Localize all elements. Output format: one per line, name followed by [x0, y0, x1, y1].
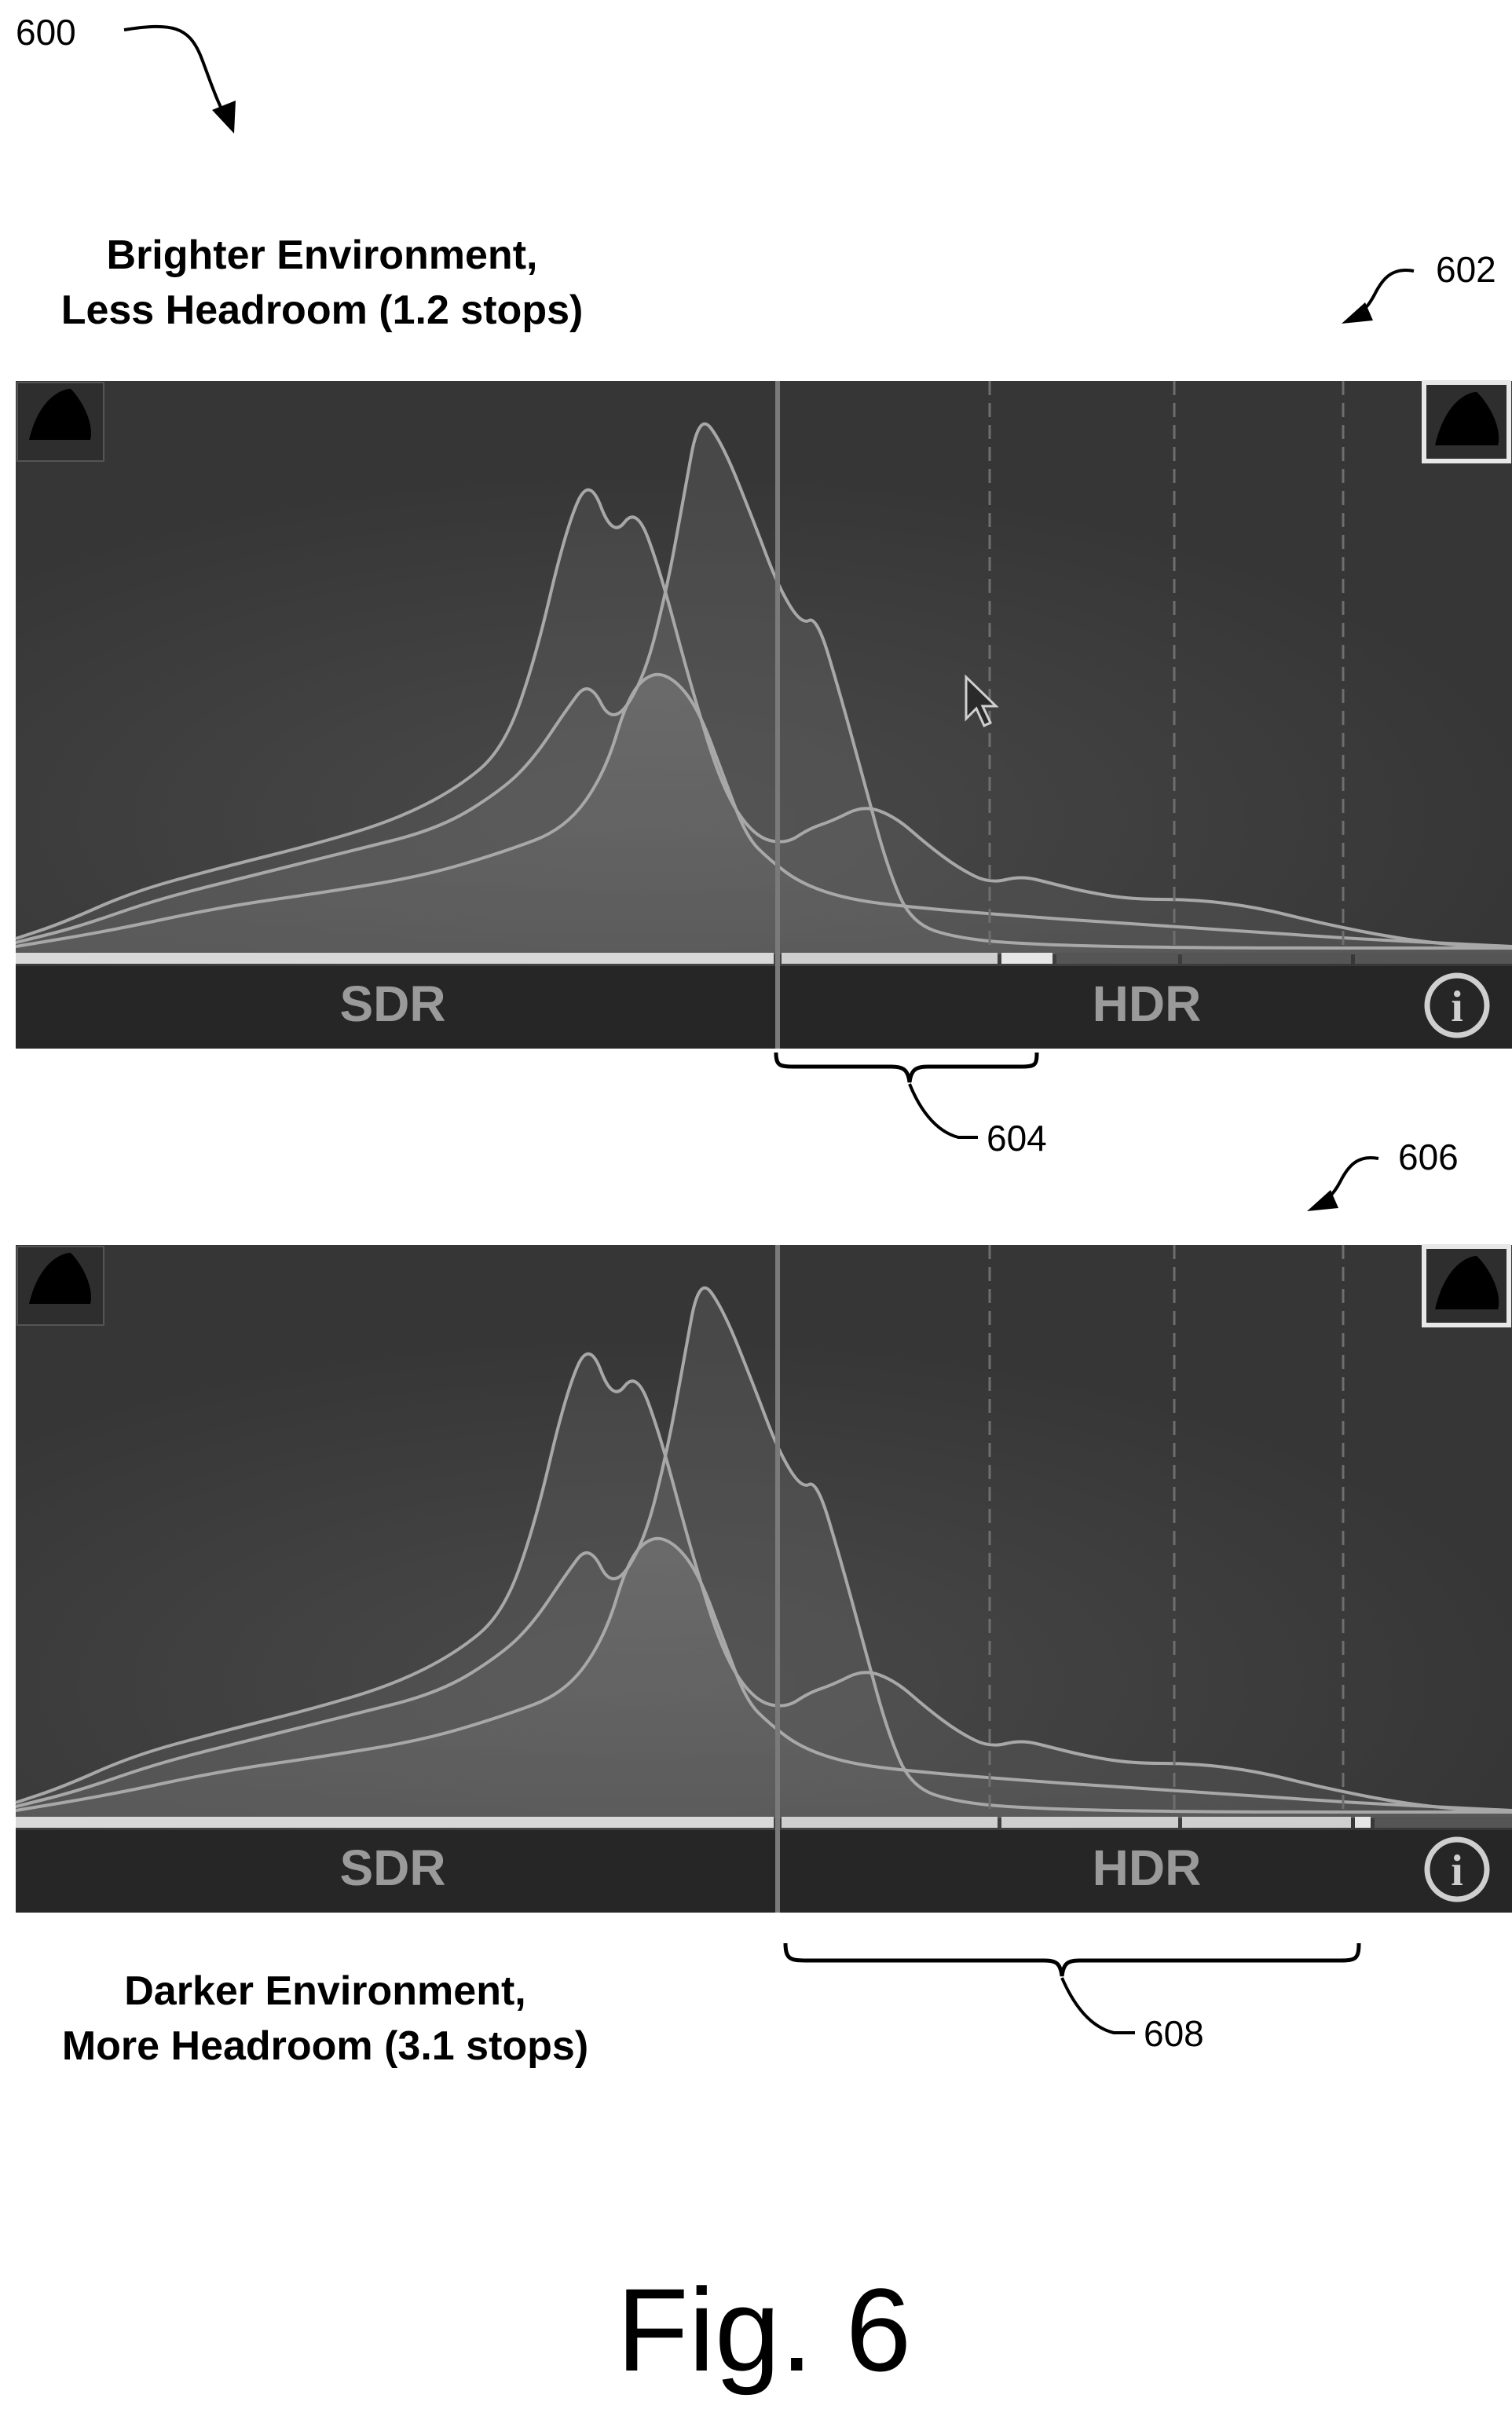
- info-icon-glyph: i: [1451, 983, 1463, 1031]
- figure-number: Fig. 6: [617, 2264, 912, 2396]
- histogram-line-peak: [15, 422, 1512, 950]
- highlight-clip-icon: [1435, 392, 1499, 445]
- hdr-track-segment-3: [1182, 1817, 1351, 1828]
- bracket-608: [783, 1942, 1361, 1977]
- histogram-panel-brighter: SDR HDR i: [15, 380, 1512, 1049]
- hdr-track-segment-4: [1182, 953, 1351, 964]
- histogram-fill-wide: [16, 1353, 1512, 1818]
- hdr-track-segment-1: [782, 1817, 998, 1828]
- histogram-fill-peak: [16, 1287, 1512, 1818]
- ref-600-arrow: [123, 24, 231, 126]
- hdr-label: HDR: [1093, 976, 1202, 1032]
- ref-600: 600: [16, 12, 76, 53]
- histogram-line-luma: [15, 672, 1512, 948]
- sdr-track: [16, 1817, 774, 1828]
- shadow-clip-icon: [29, 389, 91, 440]
- hdr-track-segment-5: [1375, 1817, 1512, 1828]
- caption-brighter-line2: Less Headroom (1.2 stops): [60, 287, 584, 333]
- ref-602: 602: [1436, 249, 1496, 290]
- shadow-clip-icon: [29, 1253, 91, 1304]
- hdr-track-segment-1: [782, 953, 998, 964]
- ref-608: 608: [1144, 2013, 1204, 2054]
- histogram-line-peak: [15, 1286, 1512, 1814]
- ref-606: 606: [1398, 1137, 1459, 1177]
- sdr-track: [16, 953, 774, 964]
- caption-darker-line1: Darker Environment,: [124, 1968, 526, 2014]
- histogram-fill-luma: [16, 674, 1512, 954]
- sdr-label: SDR: [339, 976, 445, 1032]
- hdr-track-segment-2: [1001, 953, 1053, 964]
- mouse-cursor-icon: [965, 674, 999, 728]
- bracket-604: [774, 1052, 1039, 1083]
- histogram-fill-wide: [16, 489, 1512, 954]
- hdr-label: HDR: [1093, 1840, 1202, 1896]
- label-bar: [16, 966, 1512, 1049]
- histogram-fill-peak: [16, 423, 1512, 954]
- hdr-track-segment-4: [1355, 1817, 1371, 1828]
- caption-darker-line2: More Headroom (3.1 stops): [61, 2023, 589, 2069]
- histogram-panel-darker: SDR HDR i: [15, 1244, 1512, 1913]
- hdr-track-segment-5: [1355, 953, 1512, 964]
- hdr-track-segment-3: [1056, 953, 1178, 964]
- ref-604: 604: [987, 1118, 1047, 1159]
- ref-606-arrowhead: [1307, 1190, 1338, 1211]
- caption-darker: Darker Environment, More Headroom (3.1 s…: [19, 1964, 632, 2074]
- info-icon[interactable]: [1424, 1836, 1490, 1902]
- label-bar: [16, 1830, 1512, 1913]
- highlight-clip-icon: [1435, 1256, 1499, 1309]
- bracket-604-leader: [908, 1083, 978, 1139]
- bracket-608-leader: [1060, 1977, 1135, 2034]
- info-icon[interactable]: [1424, 972, 1490, 1038]
- ref-602-arrowhead: [1342, 302, 1373, 324]
- histogram-line-luma: [15, 1536, 1512, 1812]
- caption-brighter-line1: Brighter Environment,: [106, 232, 538, 278]
- hdr-track-segment-2: [1001, 1817, 1178, 1828]
- sdr-label: SDR: [339, 1840, 445, 1896]
- ref-600-arrowhead: [212, 101, 236, 134]
- caption-brighter: Brighter Environment, Less Headroom (1.2…: [16, 228, 628, 338]
- info-icon-glyph: i: [1451, 1847, 1463, 1895]
- histogram-fill-luma: [16, 1538, 1512, 1818]
